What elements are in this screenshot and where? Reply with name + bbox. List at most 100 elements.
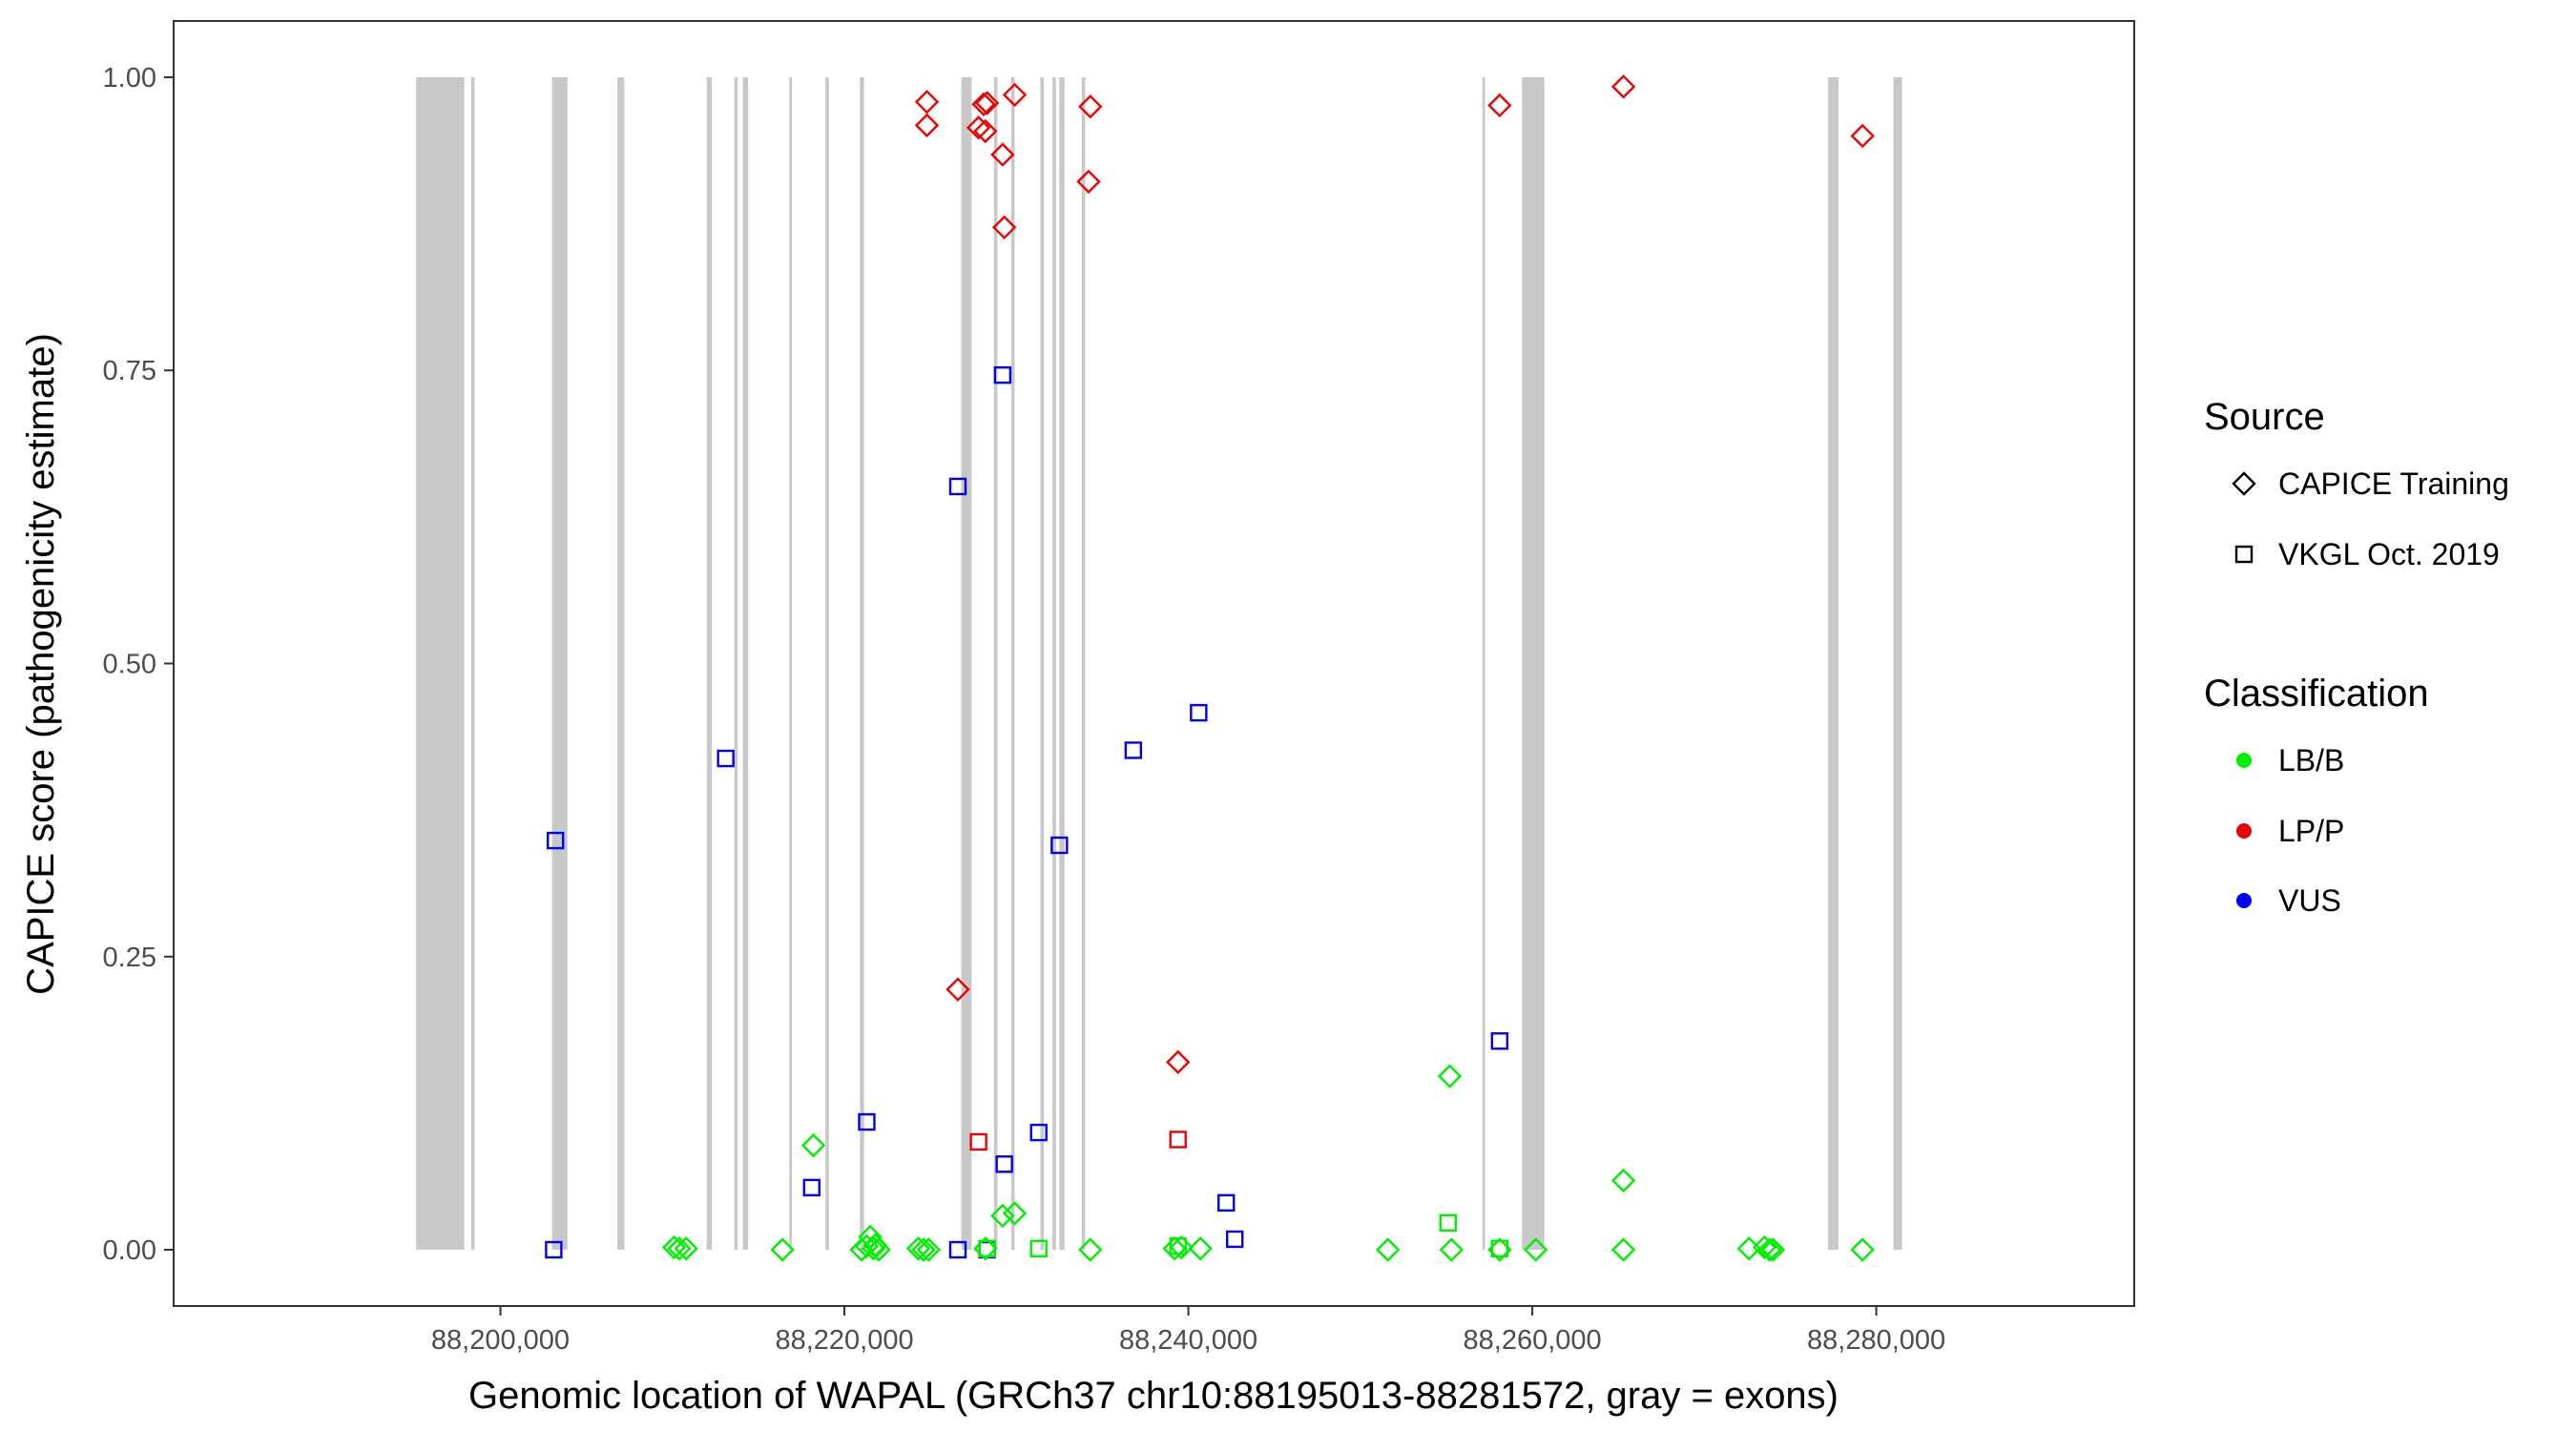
exon-band-11 xyxy=(993,76,998,1251)
data-point-s0-13 xyxy=(1487,93,1512,118)
data-point-s4-0 xyxy=(978,1239,996,1257)
x-axis-title: Genomic location of WAPAL (GRCh37 chr10:… xyxy=(468,1375,1839,1417)
legend-classification-key-0 xyxy=(2236,753,2252,768)
data-point-s3-23 xyxy=(1439,1237,1465,1262)
y-tick-label-2: 0.50 xyxy=(103,650,156,680)
legend-classification-title: Classification xyxy=(2204,673,2429,715)
data-point-s3-4 xyxy=(800,1132,826,1158)
data-point-s2-15 xyxy=(1226,1230,1244,1249)
data-point-s4-1 xyxy=(1029,1239,1048,1257)
exon-band-10 xyxy=(961,76,972,1251)
data-point-s3-1 xyxy=(667,1236,692,1261)
data-point-s3-25 xyxy=(1523,1237,1548,1262)
exon-band-20 xyxy=(1893,76,1902,1251)
data-point-s3-27 xyxy=(1610,1237,1636,1262)
legend-source-label-1: VKGL Oct. 2019 xyxy=(2278,537,2500,571)
data-point-s2-9 xyxy=(995,1155,1013,1173)
exon-band-7 xyxy=(789,76,793,1251)
data-point-s2-5 xyxy=(948,477,967,496)
legend-classification-keys xyxy=(2236,753,2252,908)
data-point-s2-16 xyxy=(1490,1032,1509,1050)
legend-classification-label-2: VUS xyxy=(2278,883,2341,918)
data-point-s0-3 xyxy=(973,118,998,144)
exon-bands xyxy=(416,76,1902,1251)
exon-band-18 xyxy=(1522,76,1545,1251)
data-point-s4-2 xyxy=(1169,1237,1187,1255)
exon-band-13 xyxy=(1040,76,1045,1251)
legend-source: Source CAPICE Training VKGL Oct. 2019 xyxy=(2204,396,2509,571)
data-point-s0-7 xyxy=(1002,82,1028,108)
data-point-s3-22 xyxy=(1437,1064,1463,1089)
data-point-s2-14 xyxy=(1217,1193,1236,1213)
exon-band-2 xyxy=(551,76,568,1251)
data-point-s3-32 xyxy=(1850,1237,1875,1262)
data-point-s1-0 xyxy=(969,1132,987,1151)
data-point-s3-30 xyxy=(1757,1237,1782,1262)
exon-band-6 xyxy=(742,76,749,1251)
data-point-s3-9 xyxy=(866,1237,891,1262)
data-point-s3-20 xyxy=(1188,1236,1213,1261)
x-tick-label-0: 88,200,000 xyxy=(431,1325,570,1356)
data-point-s2-12 xyxy=(1124,741,1143,759)
legend-source-key-1 xyxy=(2234,545,2254,564)
y-axis-title: CAPICE score (pathogenicity estimate) xyxy=(20,333,62,995)
data-point-s0-4 xyxy=(971,92,996,116)
data-point-s0-14 xyxy=(1610,74,1636,99)
exon-band-17 xyxy=(1482,76,1485,1251)
data-point-s3-10 xyxy=(861,1236,886,1261)
x-tick-label-3: 88,260,000 xyxy=(1464,1325,1602,1356)
data-point-s3-26 xyxy=(1610,1168,1636,1193)
legend-source-label-0: CAPICE Training xyxy=(2278,467,2509,501)
x-tick-label-4: 88,280,000 xyxy=(1807,1325,1945,1356)
data-point-s2-1 xyxy=(545,1240,563,1259)
exon-band-12 xyxy=(1010,76,1015,1251)
exon-band-5 xyxy=(734,76,738,1251)
exon-band-9 xyxy=(860,76,864,1251)
data-point-s2-2 xyxy=(717,749,735,768)
data-point-s3-16 xyxy=(1002,1201,1028,1226)
data-point-s3-2 xyxy=(674,1236,698,1261)
data-point-s3-11 xyxy=(905,1236,931,1261)
exon-band-0 xyxy=(416,76,465,1251)
y-tick-label-4: 1.00 xyxy=(103,63,156,93)
exon-band-8 xyxy=(825,76,829,1251)
data-point-s3-13 xyxy=(916,1237,942,1262)
data-point-s2-13 xyxy=(1190,703,1208,722)
exon-band-16 xyxy=(1081,76,1086,1251)
data-point-s2-6 xyxy=(948,1240,967,1259)
y-axis: 0.00 0.25 0.50 0.75 1.00 xyxy=(103,63,174,1266)
x-tick-label-1: 88,220,000 xyxy=(775,1325,913,1356)
data-point-s3-19 xyxy=(1169,1234,1195,1260)
y-tick-label-1: 0.25 xyxy=(103,943,156,973)
data-point-s2-0 xyxy=(546,831,565,850)
exon-band-19 xyxy=(1828,76,1839,1251)
data-point-s3-31 xyxy=(1760,1237,1786,1262)
data-point-s0-8 xyxy=(1078,94,1103,119)
data-point-s2-4 xyxy=(858,1112,876,1131)
data-points xyxy=(545,74,1875,1262)
data-point-s3-3 xyxy=(770,1237,795,1262)
x-tick-label-2: 88,240,000 xyxy=(1119,1325,1257,1356)
legend-classification: Classification LB/B LP/P VUS xyxy=(2204,673,2429,918)
data-point-s0-0 xyxy=(914,90,940,114)
data-point-s2-10 xyxy=(1029,1123,1048,1142)
data-point-s3-15 xyxy=(990,1203,1015,1229)
data-point-s4-4 xyxy=(1490,1239,1509,1257)
data-point-s0-12 xyxy=(1166,1049,1191,1075)
legend-source-keys xyxy=(2232,471,2256,564)
data-point-s0-15 xyxy=(1850,123,1875,149)
data-point-s3-29 xyxy=(1752,1234,1777,1260)
data-point-s2-11 xyxy=(1050,836,1069,855)
data-point-s2-3 xyxy=(802,1178,821,1197)
x-axis: 88,200,000 88,220,000 88,240,000 88,260,000… xyxy=(431,1306,1945,1356)
data-point-s1-1 xyxy=(1169,1130,1187,1149)
legend-source-key-0 xyxy=(2232,471,2256,496)
legend-classification-key-1 xyxy=(2236,823,2252,839)
exon-band-1 xyxy=(470,76,475,1251)
data-point-s3-17 xyxy=(1078,1237,1103,1262)
data-point-s0-1 xyxy=(914,113,940,138)
data-point-s0-9 xyxy=(1076,169,1101,195)
exon-band-4 xyxy=(706,76,713,1251)
